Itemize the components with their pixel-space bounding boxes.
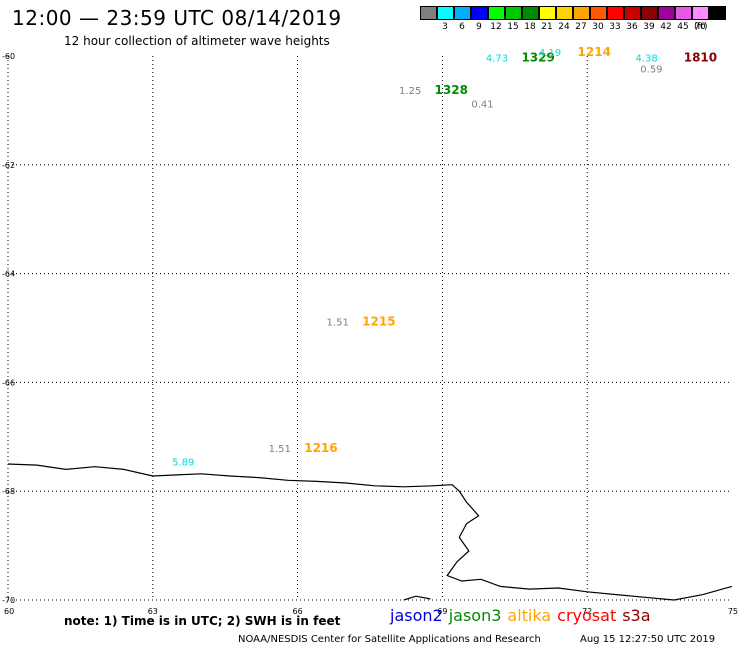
pass-time-label: 1810 — [684, 50, 717, 64]
legend-label: 39 — [643, 22, 655, 32]
legend-swatch — [471, 6, 488, 20]
pass-time-label: 1215 — [362, 314, 395, 328]
longitude-tick-label: 69 — [437, 607, 447, 616]
legend-label: 18 — [524, 22, 536, 32]
legend-swatch — [556, 6, 573, 20]
longitude-tick-label: 63 — [148, 607, 158, 616]
legend-swatch — [692, 6, 709, 20]
longitude-tick-label: 72 — [582, 607, 592, 616]
map-subtitle: 12 hour collection of altimeter wave hei… — [64, 34, 330, 48]
legend-swatch — [488, 6, 505, 20]
observation: 4.38 — [635, 53, 657, 64]
legend-label: 15 — [507, 22, 519, 32]
coastline-fragment — [403, 595, 431, 601]
wave-height-value: 1.51 — [327, 317, 349, 328]
legend-swatch — [522, 6, 539, 20]
latitude-tick-label: -66 — [2, 378, 15, 387]
wave-height-value: 4.73 — [486, 53, 508, 64]
latitude-tick-label: -70 — [2, 596, 15, 605]
legend-label: 33 — [609, 22, 621, 32]
map-axis-labels: -60 -62 -64 -66 -68 -70 60 63 66 69 72 75 — [2, 52, 738, 616]
observation: 1.51 1215 — [327, 314, 396, 328]
observation: 0.59 — [640, 64, 662, 75]
legend-swatch — [675, 6, 692, 20]
longitude-tick-label: 66 — [293, 607, 303, 616]
satellite-cryosat: cryosat — [557, 606, 617, 625]
legend-swatch — [420, 6, 437, 20]
legend-label: 36 — [626, 22, 638, 32]
legend-unit: (ft) — [694, 22, 708, 32]
legend-label: 6 — [459, 22, 465, 32]
map-title: 12:00 — 23:59 UTC 08/14/2019 — [12, 6, 342, 30]
legend-label: 45 — [677, 22, 689, 32]
legend-swatch — [641, 6, 658, 20]
legend-swatch — [437, 6, 454, 20]
observation: 1810 — [684, 50, 717, 64]
legend-swatch — [505, 6, 522, 20]
satellite-jason2: jason2 — [390, 606, 443, 625]
legend-label: 27 — [575, 22, 587, 32]
legend-label: 12 — [490, 22, 502, 32]
legend-label: 3 — [442, 22, 448, 32]
observation: 1.51 1216 — [269, 441, 338, 455]
legend-label: 24 — [558, 22, 570, 32]
satellite-altika: altika — [507, 606, 552, 625]
legend-label: 9 — [476, 22, 482, 32]
legend-swatch — [573, 6, 590, 20]
legend-label: 30 — [592, 22, 604, 32]
satellite-key: jason2 jason3 altika cryosat s3a — [390, 606, 657, 625]
legend-swatch — [658, 6, 675, 20]
units-note: note: 1) Time is in UTC; 2) SWH is in fe… — [64, 614, 341, 628]
legend-swatch — [709, 6, 726, 20]
wave-height-value: 1.51 — [269, 444, 291, 455]
longitude-tick-label: 60 — [4, 607, 14, 616]
observation: 4.73 1329 — [486, 50, 555, 64]
legend-label: 70 — [694, 22, 706, 32]
latitude-tick-label: -62 — [2, 161, 15, 170]
wave-height-value: 4.19 — [539, 48, 561, 59]
observation: 5.89 — [172, 458, 194, 469]
satellite-jason3: jason3 — [448, 606, 502, 625]
wave-height-value: 5.89 — [172, 458, 194, 469]
wave-height-value: 4.38 — [635, 53, 657, 64]
wave-height-value: 0.59 — [640, 64, 662, 75]
latitude-tick-label: -64 — [2, 270, 15, 279]
wave-height-value: 0.41 — [471, 100, 493, 111]
graticule — [8, 56, 732, 600]
legend-swatch — [539, 6, 556, 20]
pass-time-label: 1329 — [521, 50, 554, 64]
generation-timestamp: Aug 15 12:27:50 UTC 2019 — [580, 634, 716, 645]
observation: 1214 — [578, 45, 611, 59]
longitude-tick-label: 75 — [728, 607, 738, 616]
latitude-tick-label: -68 — [2, 487, 15, 496]
legend-swatch — [624, 6, 641, 20]
map-frame — [7, 56, 732, 601]
observation: 1.25 1328 — [399, 83, 468, 97]
antarctic-coastline — [7, 463, 733, 601]
observation: 0.41 — [471, 100, 493, 111]
pass-time-label: 1328 — [435, 83, 468, 97]
legend-label: 21 — [541, 22, 553, 32]
legend-swatch — [454, 6, 471, 20]
legend-swatch — [590, 6, 607, 20]
latitude-tick-label: -60 — [2, 52, 15, 61]
coastline-path — [7, 463, 733, 601]
satellite-s3a: s3a — [622, 606, 651, 625]
credit-line: NOAA/NESDIS Center for Satellite Applica… — [238, 634, 541, 645]
wave-height-value: 1.25 — [399, 86, 421, 97]
legend-label: 42 — [660, 22, 672, 32]
observation: 4.19 — [539, 48, 561, 59]
pass-time-label: 1214 — [578, 45, 611, 59]
pass-time-label: 1216 — [304, 441, 337, 455]
legend-swatch — [607, 6, 624, 20]
